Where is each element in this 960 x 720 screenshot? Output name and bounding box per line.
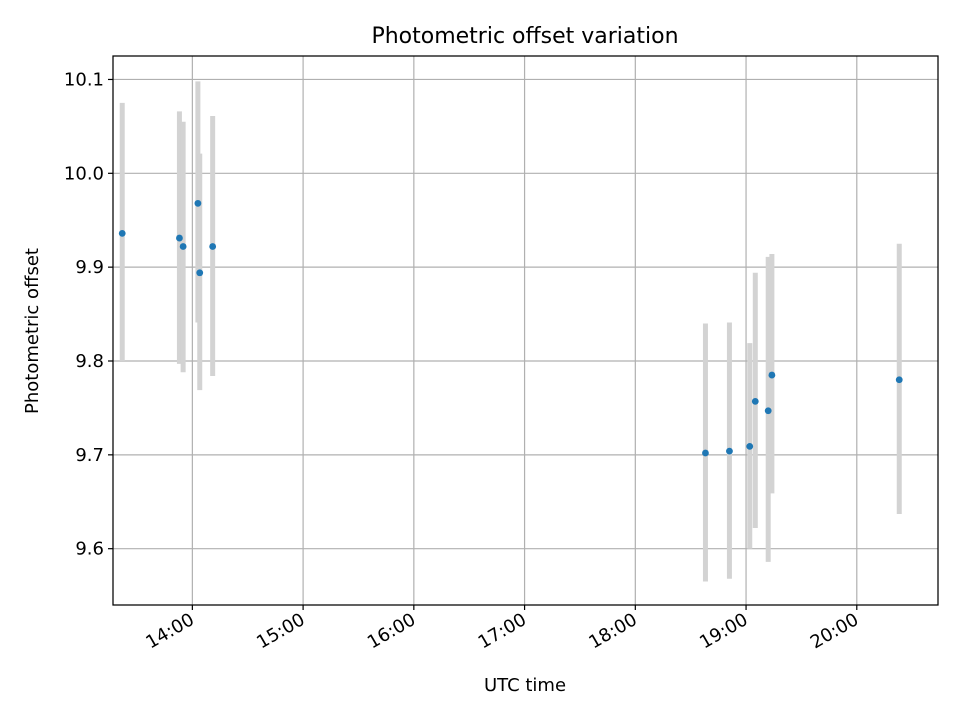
plot-area-frame (112, 55, 939, 606)
chart-title: Photometric offset variation (371, 24, 678, 49)
data-point (196, 269, 204, 277)
y-tick-label: 9.7 (75, 445, 104, 466)
grid (113, 56, 938, 605)
data-point (176, 234, 183, 242)
y-tick-label: 9.9 (75, 257, 104, 278)
data-point (895, 376, 903, 384)
data-point (726, 447, 733, 455)
data-points (118, 199, 903, 457)
data-point (751, 397, 759, 405)
data-point (768, 371, 776, 379)
data-point (194, 199, 202, 207)
data-point (179, 243, 187, 250)
data-point (764, 407, 772, 415)
data-point (702, 449, 709, 457)
y-tick-label: 9.8 (75, 351, 104, 372)
data-point (209, 243, 217, 250)
y-axis-ticks: 9.6 9.7 9.8 9.9 10.0 10.1 (64, 69, 113, 560)
y-tick-label: 10.0 (64, 163, 104, 184)
data-point (118, 229, 126, 237)
y-tick-label: 10.1 (64, 69, 104, 90)
y-tick-label: 9.6 (75, 539, 104, 560)
y-axis-label: Photometric offset (22, 248, 43, 414)
data-point (746, 443, 754, 450)
x-axis-label: UTC time (484, 675, 566, 696)
